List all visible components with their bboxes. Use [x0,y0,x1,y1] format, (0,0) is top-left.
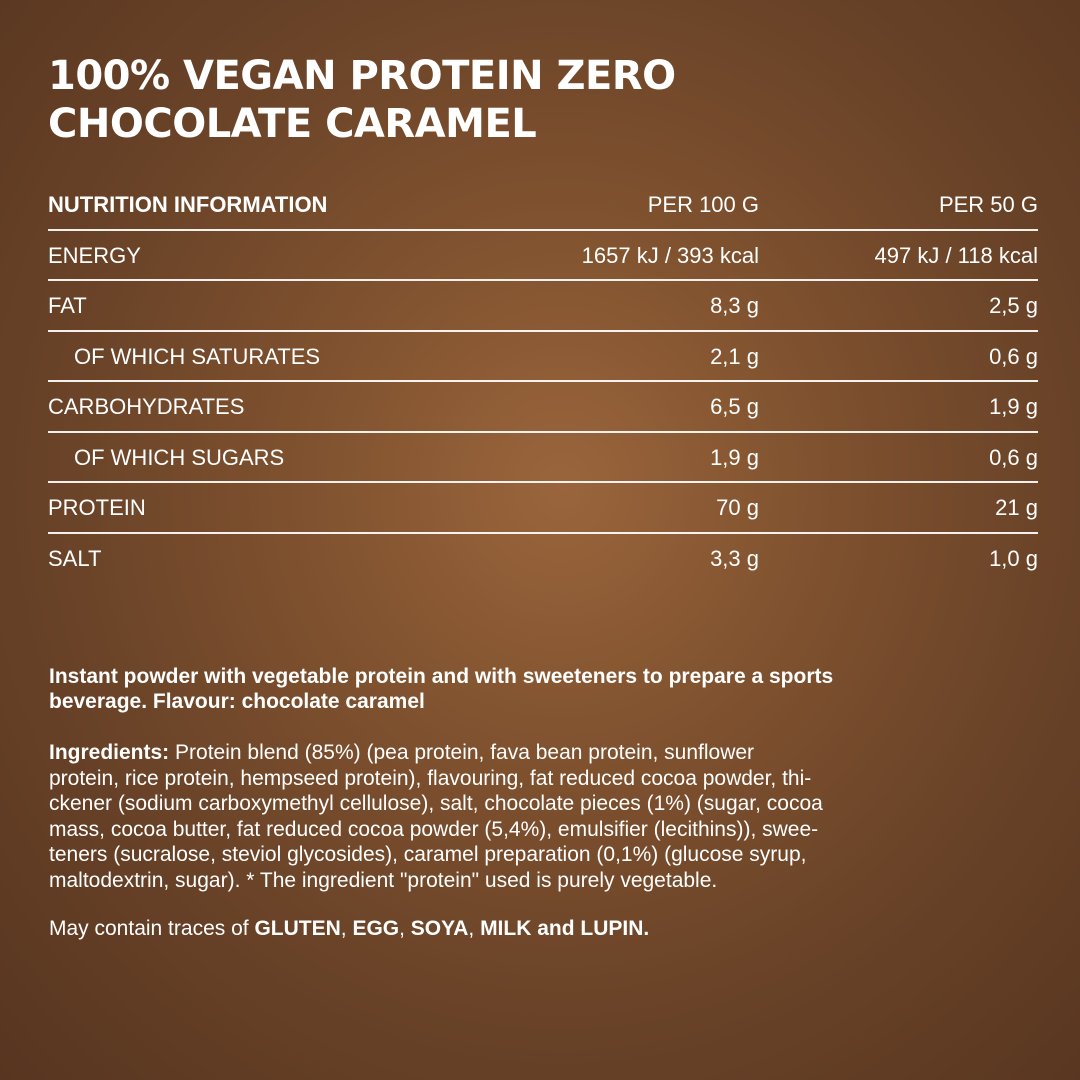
nutrient-label: PROTEIN [48,495,146,520]
nutrition-row-fat: FAT 8,3 g 2,5 g [48,281,1038,332]
allergen-egg: EGG [352,917,400,940]
nutrient-label: OF WHICH SATURATES [74,343,321,369]
value-per-50g: 1,9 g [989,394,1038,419]
ingredients-line-4: mass, cocoa butter, fat reduced cocoa po… [49,817,819,841]
separator: , [399,917,411,940]
ingredients-line-5: teners (sucralose, steviol glycosides), … [49,843,807,866]
nutrient-label: FAT [48,293,87,318]
traces-end: . [643,917,650,940]
nutrition-header-label: NUTRITION INFORMATION [48,192,328,217]
description-line-1: Instant powder with vegetable protein an… [49,665,834,688]
value-per-100g: 70 g [716,495,759,520]
ingredients-line-6: maltodextrin, sugar). * The ingredient "… [49,868,718,892]
value-per-100g: 3,3 g [710,545,759,571]
nutrition-row-energy: ENERGY 1657 kJ / 393 kcal 497 kJ / 118 k… [48,231,1038,281]
column-header-per-50g: PER 50 G [938,192,1038,217]
value-per-100g: 2,1 g [710,343,759,369]
ingredients-line-text: Protein blend (85%) (pea protein, fava b… [175,741,755,764]
column-header-per-100g: PER 100 G [647,192,759,217]
product-title-line-1: 100% VEGAN PROTEIN ZERO [48,53,676,99]
nutrient-label: OF WHICH SUGARS [74,444,285,470]
description-line-2: beverage. Flavour: chocolate caramel [49,690,425,713]
ingredients-heading: Ingredients: [49,741,170,764]
allergen-traces-notice: May contain traces of GLUTEN, EGG, SOYA,… [49,916,1039,942]
ingredients-line-2: protein, rice protein, hempseed protein)… [49,766,812,790]
nutrient-label: SALT [48,545,102,571]
nutrient-label: CARBOHYDRATES [48,394,245,419]
separator: , [340,917,353,940]
product-title-line-2: CHOCOLATE CARAMEL [48,101,537,147]
value-per-100g: 6,5 g [710,394,759,419]
nutrient-label: ENERGY [48,242,141,268]
value-per-50g: 1,0 g [989,545,1038,571]
value-per-100g: 1657 kJ / 393 kcal [581,242,759,268]
ingredients-line-1: Ingredients: Protein blend (85%) (pea pr… [49,740,1039,766]
allergen-lupin: LUPIN [580,917,644,940]
nutrition-row-carbohydrates: CARBOHYDRATES 6,5 g 1,9 g [48,382,1038,433]
allergen-milk: MILK [480,917,532,940]
value-per-50g: 2,5 g [989,293,1038,318]
value-per-50g: 21 g [995,495,1038,520]
nutrition-table: NUTRITION INFORMATION PER 100 G PER 50 G… [48,180,1038,584]
nutrition-header-row: NUTRITION INFORMATION PER 100 G PER 50 G [48,180,1038,231]
separator: , [468,917,481,940]
value-per-50g: 0,6 g [989,343,1038,369]
nutrition-row-saturates: OF WHICH SATURATES 2,1 g 0,6 g [48,332,1038,382]
value-per-100g: 8,3 g [710,293,759,318]
ingredients-text: Ingredients: Protein blend (85%) (pea pr… [49,740,1039,893]
and-connector: and [531,917,581,940]
allergen-soya: SOYA [410,917,469,940]
nutrition-row-protein: PROTEIN 70 g 21 g [48,483,1038,534]
value-per-50g: 0,6 g [989,444,1038,470]
product-description: Instant powder with vegetable protein an… [49,664,1039,714]
nutrition-row-salt: SALT 3,3 g 1,0 g [48,534,1038,585]
value-per-50g: 497 kJ / 118 kcal [874,242,1038,268]
nutrition-row-sugars: OF WHICH SUGARS 1,9 g 0,6 g [48,433,1038,483]
ingredients-line-3: ckener (sodium carboxymethyl cellulose),… [49,792,823,815]
allergen-gluten: GLUTEN [254,917,341,940]
product-title: 100% VEGAN PROTEIN ZERO CHOCOLATE CARAME… [48,52,1038,148]
value-per-100g: 1,9 g [710,444,759,470]
traces-intro: May contain traces of [49,917,255,940]
